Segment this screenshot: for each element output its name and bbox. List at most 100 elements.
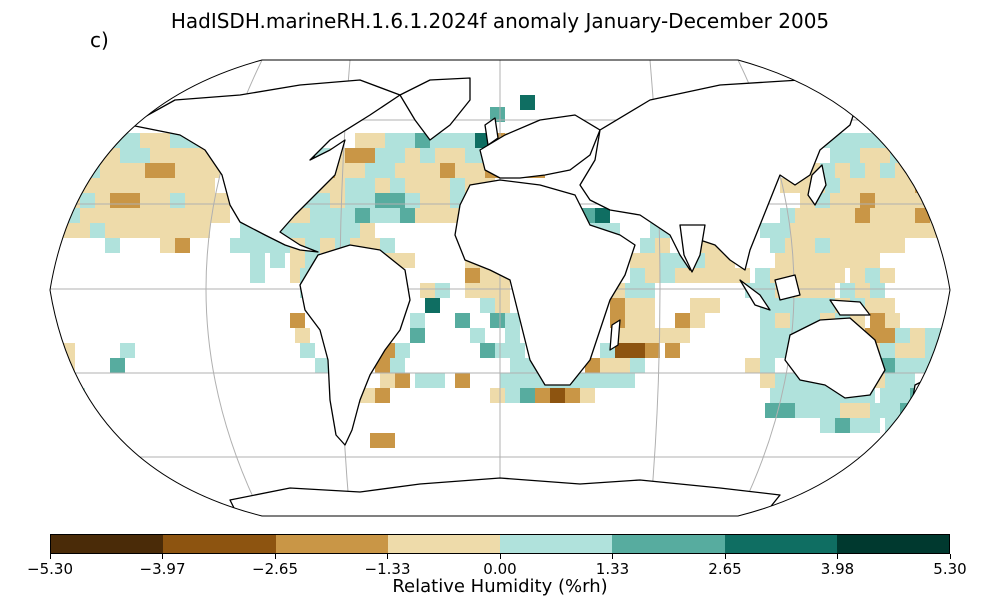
anomaly-cell	[630, 328, 645, 343]
anomaly-cell	[370, 133, 385, 148]
anomaly-cell	[840, 208, 855, 223]
map-boundary	[49, 59, 951, 517]
map-title: HadISDH.marineRH.1.6.1.2024f anomaly Jan…	[170, 9, 830, 33]
anomaly-cell	[150, 223, 165, 238]
anomaly-cell	[895, 343, 910, 358]
anomaly-cell	[380, 238, 395, 253]
anomaly-cell	[180, 148, 195, 163]
anomaly-cell	[95, 178, 110, 193]
anomaly-cell	[880, 343, 895, 358]
anomaly-cell	[775, 298, 790, 313]
anomaly-cell	[420, 283, 435, 298]
anomaly-cell	[690, 313, 705, 328]
anomaly-cell	[135, 223, 150, 238]
anomaly-cell	[855, 208, 870, 223]
anomaly-cell	[70, 388, 85, 403]
anomaly-cell	[840, 403, 855, 418]
india-outline	[679, 224, 706, 273]
anomaly-cell	[395, 373, 410, 388]
anomaly-cell	[80, 208, 95, 223]
anomaly-cell	[435, 283, 450, 298]
anomaly-cell	[110, 133, 125, 148]
anomaly-cell	[625, 298, 640, 313]
anomaly-cell	[760, 283, 775, 298]
anomaly-cell	[760, 328, 775, 343]
colorbar-tick-mark	[724, 554, 726, 559]
anomaly-cell	[895, 133, 910, 148]
anomaly-cell	[550, 388, 565, 403]
colorbar-segment	[836, 535, 949, 553]
anomaly-cell	[640, 238, 655, 253]
anomaly-cell	[175, 238, 190, 253]
anomaly-cell	[325, 208, 340, 223]
anomaly-cell	[430, 373, 445, 388]
anomaly-cell	[895, 388, 910, 403]
sumatra-outline	[739, 279, 771, 311]
colorbar-tick-mark	[162, 554, 163, 559]
anomaly-cell	[660, 268, 675, 283]
anomaly-cell	[565, 388, 580, 403]
anomaly-cell	[850, 133, 865, 148]
anomaly-cell	[820, 418, 835, 433]
anomaly-cell	[760, 358, 775, 373]
anomaly-cell	[745, 358, 760, 373]
anomaly-cell	[360, 148, 375, 163]
anomaly-cell	[165, 148, 180, 163]
anomaly-cell	[785, 388, 800, 403]
anomaly-cell	[170, 193, 185, 208]
anomaly-cell	[65, 208, 80, 223]
anomaly-cell	[835, 163, 850, 178]
anomaly-cell	[835, 133, 850, 148]
colorbar-segment	[51, 535, 164, 553]
anomaly-cell	[805, 253, 820, 268]
anomaly-cell	[445, 133, 460, 148]
anomaly-cell	[865, 418, 880, 433]
anomaly-cell	[865, 163, 880, 178]
anomaly-cell	[155, 193, 170, 208]
anomaly-cell	[900, 373, 915, 388]
anomaly-cell	[885, 208, 900, 223]
anomaly-cell	[125, 208, 140, 223]
anomaly-cell	[640, 313, 655, 328]
anomaly-cell	[840, 283, 855, 298]
anomaly-cell	[865, 268, 880, 283]
colorbar-tick-label: −3.97	[139, 560, 186, 578]
anomaly-cell	[845, 193, 860, 208]
anomaly-cell	[630, 343, 645, 358]
anomaly-cell	[390, 148, 405, 163]
anomaly-cell	[835, 418, 850, 433]
anomaly-cell	[190, 163, 205, 178]
anomaly-cell	[630, 268, 645, 283]
anomaly-cell	[890, 238, 905, 253]
anomaly-cell	[870, 283, 885, 298]
anomaly-cell	[880, 223, 895, 238]
anomaly-cell	[330, 178, 345, 193]
anomaly-cell	[375, 148, 390, 163]
anomaly-cell	[350, 163, 365, 178]
anomaly-cell	[880, 163, 895, 178]
anomaly-cell	[290, 313, 305, 328]
anomaly-cell	[910, 328, 925, 343]
anomaly-cell	[345, 223, 360, 238]
colorbar-tick-mark	[612, 554, 613, 559]
anomaly-cell	[420, 178, 435, 193]
anomaly-cell	[735, 268, 750, 283]
anomaly-cell	[775, 328, 790, 343]
anomaly-cell	[80, 178, 95, 193]
anomaly-cell	[885, 373, 900, 388]
anomaly-cell	[660, 253, 675, 268]
anomaly-cell	[375, 358, 390, 373]
anomaly-cell	[760, 343, 775, 358]
europe-outline	[479, 114, 601, 179]
anomaly-cell	[895, 328, 910, 343]
anomaly-cell	[930, 208, 945, 223]
anomaly-cell	[915, 418, 930, 433]
anomaly-cell	[290, 253, 305, 268]
colorbar-tick-mark	[499, 554, 501, 559]
anomaly-cell	[450, 178, 465, 193]
anomaly-cell	[720, 268, 735, 283]
anomaly-cell	[110, 208, 125, 223]
anomaly-cell	[155, 133, 170, 148]
anomaly-cell	[845, 148, 860, 163]
anomaly-cell	[625, 283, 640, 298]
